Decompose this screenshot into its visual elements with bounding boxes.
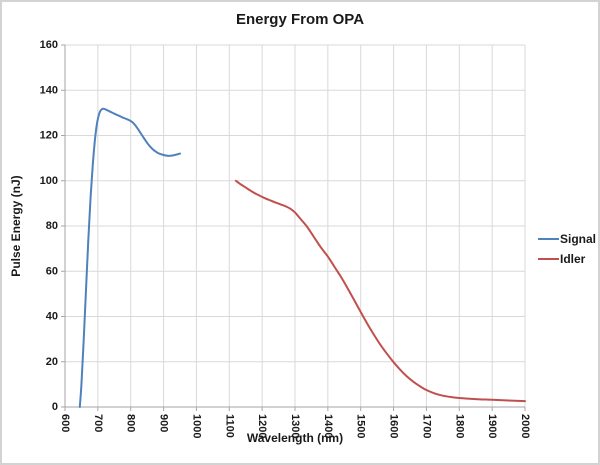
legend-label-idler: Idler bbox=[560, 252, 586, 266]
y-axis-title: Pulse Energy (nJ) bbox=[9, 175, 23, 277]
chart-title: Energy From OPA bbox=[235, 11, 365, 28]
legend-label-signal: Signal bbox=[560, 232, 597, 246]
y-tick-label: 20 bbox=[46, 356, 58, 368]
x-tick-label: 900 bbox=[158, 414, 170, 432]
y-tick-label: 100 bbox=[40, 175, 58, 187]
legend-line-idler bbox=[538, 258, 559, 260]
x-tick-label: 1800 bbox=[453, 414, 465, 438]
legend-item-idler: Idler bbox=[538, 249, 596, 269]
series-line-signal bbox=[78, 107, 181, 408]
y-tick-label: 80 bbox=[46, 220, 58, 232]
x-tick-label: 1300 bbox=[289, 414, 301, 438]
x-tick-label: 1400 bbox=[322, 414, 334, 438]
x-axis-title: Wavelength (nm) bbox=[246, 431, 344, 445]
x-tick-label: 1200 bbox=[256, 414, 268, 438]
legend-item-signal: Signal bbox=[538, 229, 596, 249]
y-tick-label: 40 bbox=[46, 311, 58, 323]
y-tick-label: 0 bbox=[52, 401, 58, 413]
x-tick-label: 800 bbox=[125, 414, 137, 432]
x-tick-label: 1900 bbox=[486, 414, 498, 438]
x-tick-label: 1000 bbox=[190, 414, 202, 438]
y-tick-label: 60 bbox=[46, 265, 58, 277]
y-tick-label: 140 bbox=[40, 84, 58, 96]
x-tick-label: 600 bbox=[59, 414, 71, 432]
x-tick-label: 1700 bbox=[420, 414, 432, 438]
y-tick-label: 120 bbox=[40, 130, 58, 142]
x-tick-label: 700 bbox=[92, 414, 104, 432]
y-tick-label: 160 bbox=[40, 39, 58, 51]
x-tick-label: 2000 bbox=[519, 414, 531, 438]
legend: Signal Idler bbox=[538, 229, 596, 269]
legend-line-signal bbox=[538, 238, 559, 240]
x-tick-label: 1100 bbox=[223, 414, 235, 438]
x-tick-label: 1600 bbox=[388, 414, 400, 438]
x-tick-label: 1500 bbox=[355, 414, 367, 438]
series-line-idler bbox=[234, 179, 526, 403]
